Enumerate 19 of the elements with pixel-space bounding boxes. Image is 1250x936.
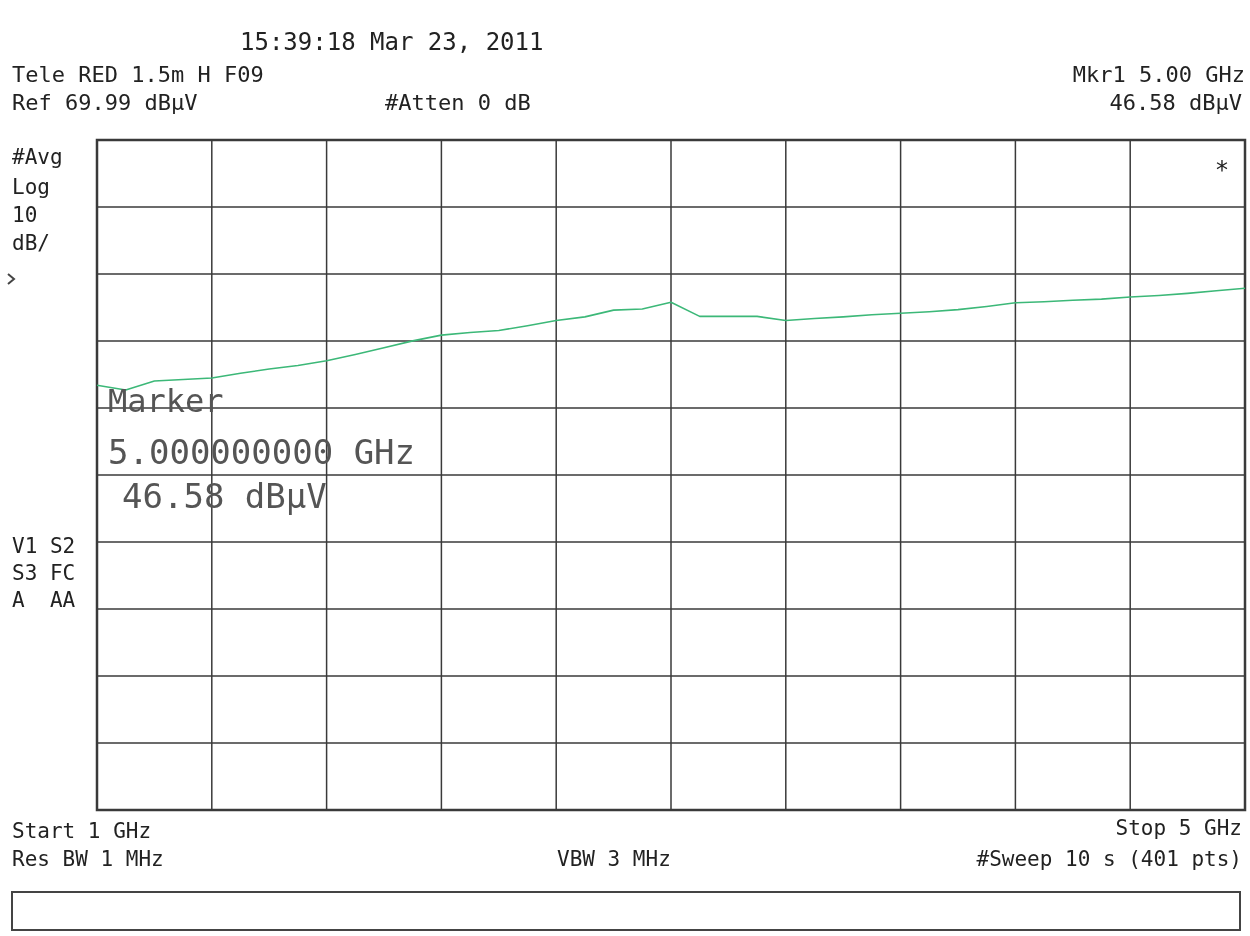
text: #Sweep 10 s (401 pts) (976, 847, 1242, 871)
text: Ref 69.99 dBµV (12, 90, 198, 115)
text: Res BW 1 MHz (12, 847, 164, 871)
text: 10 (12, 203, 38, 227)
text: 15:39:18 Mar 23, 2011 (240, 28, 544, 56)
text: VBW 3 MHz (557, 847, 671, 871)
text: #Avg (12, 145, 63, 169)
text: Start 1 GHz (12, 819, 152, 843)
text: Log (12, 175, 50, 199)
text: #Atten 0 dB (385, 90, 531, 115)
text: V1 S2 (12, 534, 76, 558)
text: Tele RED 1.5m H F09 (12, 62, 264, 87)
text: * (1214, 156, 1230, 184)
text: 46.58 dBµV (1109, 90, 1242, 115)
text: A AA (12, 588, 76, 612)
text: S3 FC (12, 561, 76, 585)
text: Stop 5 GHz (1115, 816, 1242, 840)
text: dB/ (12, 231, 50, 255)
text: Mkr1 5.00 GHz (1072, 62, 1245, 87)
